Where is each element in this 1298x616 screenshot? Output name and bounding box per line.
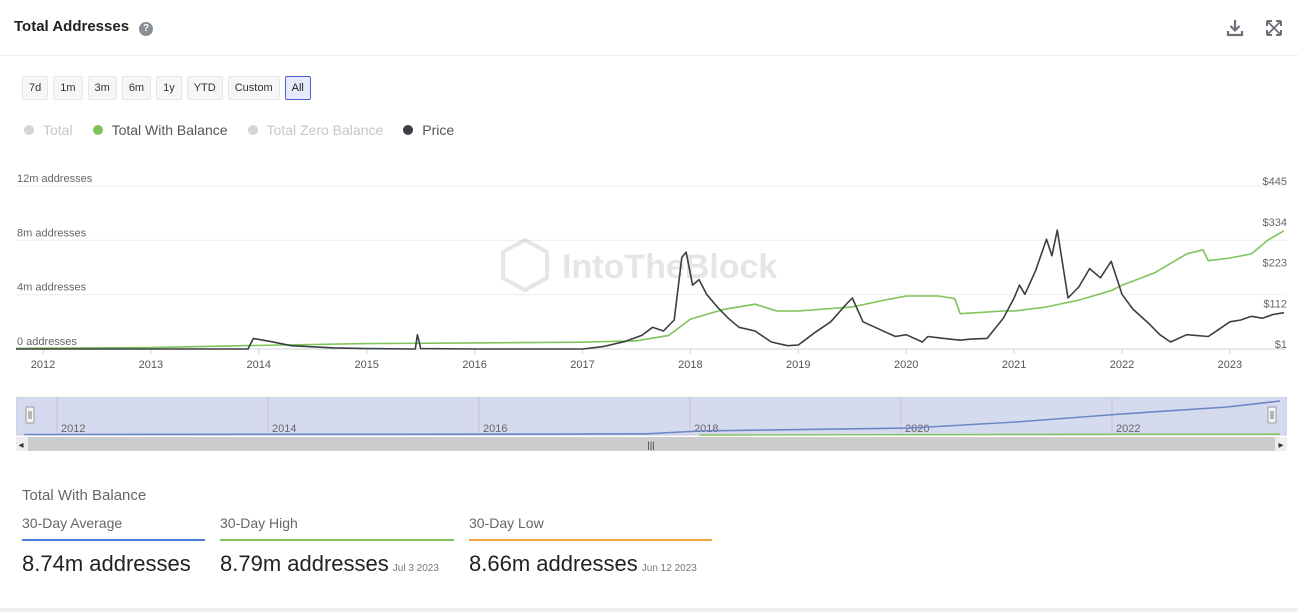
x-tick-label: 2014 [247,359,271,371]
legend-label: Total [43,122,73,138]
x-tick-label: 2013 [139,359,163,371]
navigator-series-line [23,400,1281,436]
legend-label: Price [422,122,455,138]
x-tick-label: 2016 [462,359,486,371]
legend-dot-icon [92,125,103,135]
navigator-tick-label: 2022 [1116,423,1140,435]
stat-value: 8.66m addresses Jun 12 2023 [469,551,712,577]
navigator-tick-label: 2016 [483,423,507,435]
x-tick-label: 2015 [354,359,378,371]
legend-label: Total Zero Balance [266,122,384,138]
expand-icon[interactable] [1264,18,1284,38]
stat-date: Jun 12 2023 [641,563,697,574]
download-icon[interactable] [1225,18,1245,38]
navigator-balance-line [699,433,1281,436]
x-tick-label: 2022 [1110,359,1134,371]
x-tick-label: 2017 [570,359,594,371]
stat-number: 8.79m addresses [220,551,389,576]
stat-30-day-average: 30-Day Average 8.74m addresses [22,515,205,577]
x-tick-label: 2023 [1218,359,1242,371]
y-right-tick-label: $334 [1263,217,1287,229]
legend-item-total-with-balance[interactable]: Total With Balance [92,122,228,138]
y-right-tick-label: $1 [1275,339,1287,351]
watermark-text: IntoTheBlock [562,248,777,286]
scroll-left-arrow-icon[interactable]: ◂ [18,440,23,451]
legend-item-price[interactable]: Price [403,122,454,138]
stat-30-day-low: 30-Day Low 8.66m addresses Jun 12 2023 [469,515,712,577]
y-left-tick-label: 4m addresses [17,282,87,294]
range-button-all[interactable]: All [284,76,311,100]
scrollbar-thumb[interactable] [28,437,1275,451]
navigator-right-handle[interactable] [1267,406,1277,424]
legend-item-total-zero-balance[interactable]: Total Zero Balance [247,122,384,138]
y-left-tick-label: 12m addresses [17,173,93,185]
range-button-6m[interactable]: 6m [121,76,152,100]
panel-title: Total Addresses [14,18,130,35]
watermark-logo-icon [501,237,549,293]
navigator-selection[interactable] [15,396,1288,436]
y-left-tick-label: 0 addresses [17,336,77,348]
x-tick-label: 2018 [678,359,702,371]
x-tick-label: 2019 [786,359,810,371]
panel-header: Total Addresses ? [0,0,1298,56]
range-button-1m[interactable]: 1m [53,76,83,100]
legend-dot-icon [403,125,414,135]
stat-number: 8.74m addresses [22,551,191,576]
chart-navigator[interactable]: 2012 2014 2016 2018 2020 2022 ||| ◂ ▸ [15,396,1288,452]
navigator-tick-label: 2018 [694,423,718,435]
watermark: IntoTheBlock [501,237,777,293]
x-tick-label: 2021 [1002,359,1026,371]
stat-label: 30-Day Low [469,515,712,541]
stat-30-day-high: 30-Day High 8.79m addresses Jul 3 2023 [220,515,454,577]
series-line-price[interactable] [16,229,1285,350]
legend-item-total[interactable]: Total [24,122,73,138]
stat-value: 8.74m addresses [22,551,205,577]
time-range-selector: 7d 1m 3m 6m 1y YTD Custom All [22,76,311,100]
stat-date: Jul 3 2023 [392,563,439,574]
stat-label: 30-Day Average [22,515,205,541]
x-tick-label: 2012 [31,359,55,371]
range-button-ytd[interactable]: YTD [186,76,223,100]
legend-dot-icon [247,125,258,135]
range-button-1y[interactable]: 1y [156,76,182,100]
stat-label: 30-Day High [220,515,454,541]
y-left-tick-label: 8m addresses [17,227,87,239]
scrollbar-grip-icon[interactable]: ||| [647,440,654,450]
scroll-right-arrow-icon[interactable]: ▸ [1278,440,1283,451]
range-button-7d[interactable]: 7d [22,76,49,100]
y-right-tick-label: $112 [1263,298,1287,310]
navigator-tick-label: 2014 [272,423,296,435]
stat-value: 8.79m addresses Jul 3 2023 [220,551,454,577]
series-line-total-with-balance[interactable] [15,230,1285,350]
main-chart: IntoTheBlock 0 addresses 4m addresses 8m ad… [0,170,1298,380]
stats-title: Total With Balance [22,487,147,504]
range-button-3m[interactable]: 3m [87,76,117,100]
y-right-tick-label: $223 [1263,258,1287,270]
range-button-custom[interactable]: Custom [227,76,280,100]
navigator-left-handle[interactable] [25,406,35,424]
navigator-tick-label: 2012 [61,423,85,435]
chart-legend: Total Total With Balance Total Zero Balanc… [24,122,454,138]
navigator-svg[interactable]: 2012 2014 2016 2018 2020 2022 ||| ◂ ▸ [15,396,1288,452]
stat-number: 8.66m addresses [469,551,638,576]
help-icon[interactable]: ? [139,22,153,36]
y-right-tick-label: $445 [1263,176,1287,188]
main-chart-svg: IntoTheBlock 0 addresses 4m addresses 8m ad… [15,173,1287,371]
navigator-tick-label: 2020 [905,423,929,435]
legend-label: Total With Balance [111,122,228,138]
x-tick-label: 2020 [894,359,918,371]
legend-dot-icon [24,125,34,135]
